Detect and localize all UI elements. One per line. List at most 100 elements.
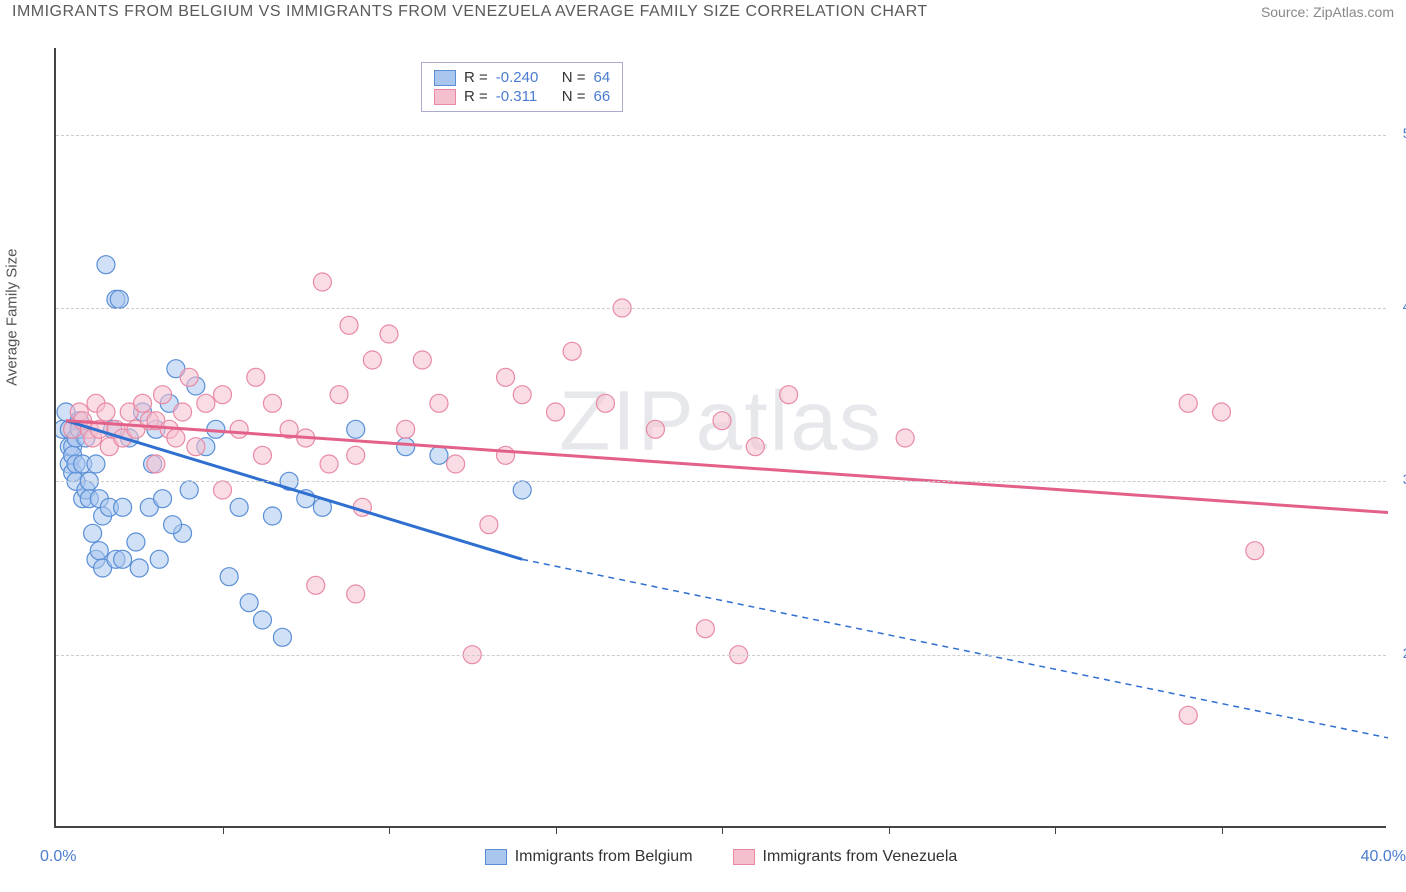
data-point xyxy=(347,585,365,603)
x-tick xyxy=(1055,826,1056,834)
data-point xyxy=(127,533,145,551)
x-tick xyxy=(1222,826,1223,834)
data-point xyxy=(347,446,365,464)
chart-title: IMMIGRANTS FROM BELGIUM VS IMMIGRANTS FR… xyxy=(12,3,928,21)
legend-swatch xyxy=(733,849,755,865)
data-point xyxy=(780,386,798,404)
data-point xyxy=(230,420,248,438)
data-point xyxy=(397,438,415,456)
data-point xyxy=(263,394,281,412)
data-point xyxy=(220,568,238,586)
x-tick xyxy=(389,826,390,834)
data-point xyxy=(596,394,614,412)
y-axis-title: Average Family Size xyxy=(4,249,21,386)
data-point xyxy=(363,351,381,369)
n-value: 64 xyxy=(594,69,611,86)
gridline-h xyxy=(56,308,1386,309)
trend-line-dashed xyxy=(522,559,1388,738)
data-point xyxy=(230,498,248,516)
chart-svg xyxy=(56,48,1388,828)
data-point xyxy=(240,594,258,612)
data-point xyxy=(247,368,265,386)
data-point xyxy=(347,420,365,438)
data-point xyxy=(167,429,185,447)
data-point xyxy=(430,394,448,412)
data-point xyxy=(896,429,914,447)
gridline-h xyxy=(56,481,1386,482)
data-point xyxy=(307,576,325,594)
n-label: N = xyxy=(562,69,586,86)
data-point xyxy=(97,403,115,421)
data-point xyxy=(87,455,105,473)
data-point xyxy=(1179,706,1197,724)
x-tick xyxy=(223,826,224,834)
data-point xyxy=(187,438,205,456)
data-point xyxy=(97,256,115,274)
data-point xyxy=(214,386,232,404)
data-point xyxy=(746,438,764,456)
data-point xyxy=(397,420,415,438)
data-point xyxy=(340,316,358,334)
chart-plot-area: ZIPatlas R =-0.240N =64R =-0.311N =66 Im… xyxy=(54,48,1386,828)
data-point xyxy=(497,446,515,464)
data-point xyxy=(547,403,565,421)
x-tick xyxy=(889,826,890,834)
data-point xyxy=(313,273,331,291)
data-point xyxy=(413,351,431,369)
data-point xyxy=(480,516,498,534)
gridline-h xyxy=(56,655,1386,656)
data-point xyxy=(713,412,731,430)
series-legend-label: Immigrants from Belgium xyxy=(515,848,693,866)
legend-row: R = -0.240 N = 64 xyxy=(434,69,610,86)
data-point xyxy=(380,325,398,343)
legend-row: R =-0.311N =66 xyxy=(434,88,610,105)
data-point xyxy=(273,628,291,646)
data-point xyxy=(646,420,664,438)
data-point xyxy=(447,455,465,473)
data-point xyxy=(513,386,531,404)
data-point xyxy=(214,481,232,499)
data-point xyxy=(1179,394,1197,412)
trend-line xyxy=(66,421,1388,513)
x-tick xyxy=(722,826,723,834)
data-point xyxy=(1246,542,1264,560)
data-point xyxy=(110,290,128,308)
r-label: R = xyxy=(464,69,488,86)
legend-swatch xyxy=(434,89,456,105)
x-min-label: 0.0% xyxy=(40,848,76,866)
data-point xyxy=(114,550,132,568)
data-point xyxy=(147,455,165,473)
data-point xyxy=(563,342,581,360)
series-legend: Immigrants from Belgium Immigrants from V… xyxy=(56,848,1386,866)
data-point xyxy=(130,559,148,577)
data-point xyxy=(320,455,338,473)
n-value: 66 xyxy=(594,88,611,105)
series-legend-label: Immigrants from Venezuela xyxy=(763,848,958,866)
data-point xyxy=(430,446,448,464)
data-point xyxy=(174,403,192,421)
legend-swatch xyxy=(434,70,456,86)
data-point xyxy=(180,481,198,499)
data-point xyxy=(513,481,531,499)
data-point xyxy=(497,368,515,386)
data-point xyxy=(150,550,168,568)
data-point xyxy=(164,516,182,534)
legend-swatch xyxy=(485,849,507,865)
data-point xyxy=(114,498,132,516)
series-legend-item: Immigrants from Belgium xyxy=(485,848,693,866)
data-point xyxy=(180,368,198,386)
header: IMMIGRANTS FROM BELGIUM VS IMMIGRANTS FR… xyxy=(12,3,1394,21)
n-label: N = xyxy=(562,88,586,105)
data-point xyxy=(263,507,281,525)
x-max-label: 40.0% xyxy=(1361,848,1406,866)
data-point xyxy=(154,386,172,404)
data-point xyxy=(154,490,172,508)
data-point xyxy=(134,394,152,412)
gridline-h xyxy=(56,135,1386,136)
data-point xyxy=(696,620,714,638)
data-point xyxy=(1213,403,1231,421)
data-point xyxy=(197,394,215,412)
data-point xyxy=(330,386,348,404)
r-value: -0.240 xyxy=(496,69,546,86)
data-point xyxy=(90,542,108,560)
